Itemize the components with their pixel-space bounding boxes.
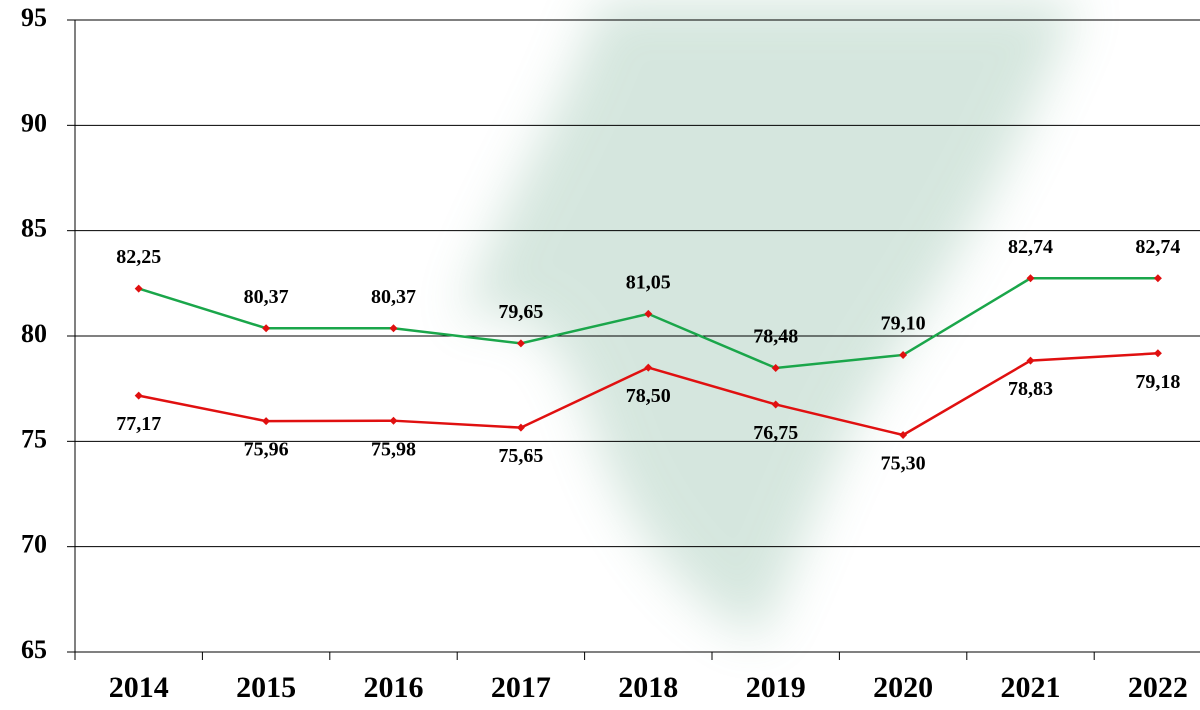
y-tick-label: 85 (21, 214, 47, 243)
point (390, 324, 398, 332)
y-tick-label: 70 (21, 530, 47, 559)
value-label: 82,74 (1008, 236, 1053, 258)
point (135, 392, 143, 400)
point (1154, 349, 1162, 357)
value-label: 79,10 (881, 313, 926, 335)
value-label: 76,75 (753, 422, 798, 444)
point (517, 339, 525, 347)
watermark (460, 0, 1080, 640)
x-tick-label: 2019 (746, 671, 806, 704)
value-label: 75,98 (371, 438, 416, 460)
value-label: 82,74 (1135, 236, 1180, 258)
y-tick-label: 75 (21, 424, 47, 453)
x-tick-label: 2022 (1128, 671, 1188, 704)
value-label: 75,30 (881, 453, 926, 475)
point (262, 417, 270, 425)
value-label: 75,96 (244, 439, 289, 461)
chart: 65 70 75 80 85 90 95 2014 2015 2016 2017 2018 2019 20… (0, 0, 1200, 710)
x-tick-label: 2014 (109, 671, 169, 704)
value-label: 80,37 (371, 286, 416, 308)
y-tick-label: 90 (21, 108, 47, 137)
y-tick-label: 80 (21, 319, 47, 348)
x-tick-label: 2018 (618, 671, 678, 704)
value-label: 78,50 (626, 385, 671, 407)
value-label: 75,65 (498, 445, 543, 467)
value-label: 79,18 (1135, 371, 1180, 393)
point (262, 324, 270, 332)
point (517, 424, 525, 432)
point (1154, 274, 1162, 282)
x-tick-label: 2015 (236, 671, 296, 704)
value-label: 81,05 (626, 271, 671, 293)
y-tick-label: 95 (21, 3, 47, 32)
point (135, 285, 143, 293)
value-label: 78,83 (1008, 378, 1053, 400)
value-label: 82,25 (116, 246, 161, 268)
value-label: 79,65 (498, 301, 543, 323)
y-tick-label: 65 (21, 635, 47, 664)
value-label: 77,17 (116, 413, 161, 435)
value-label: 80,37 (244, 286, 289, 308)
value-label: 78,48 (753, 326, 798, 348)
point (390, 417, 398, 425)
x-tick-label: 2016 (364, 671, 424, 704)
x-tick-label: 2020 (873, 671, 933, 704)
x-tick-label: 2017 (491, 671, 551, 704)
x-tick-label: 2021 (1001, 671, 1061, 704)
